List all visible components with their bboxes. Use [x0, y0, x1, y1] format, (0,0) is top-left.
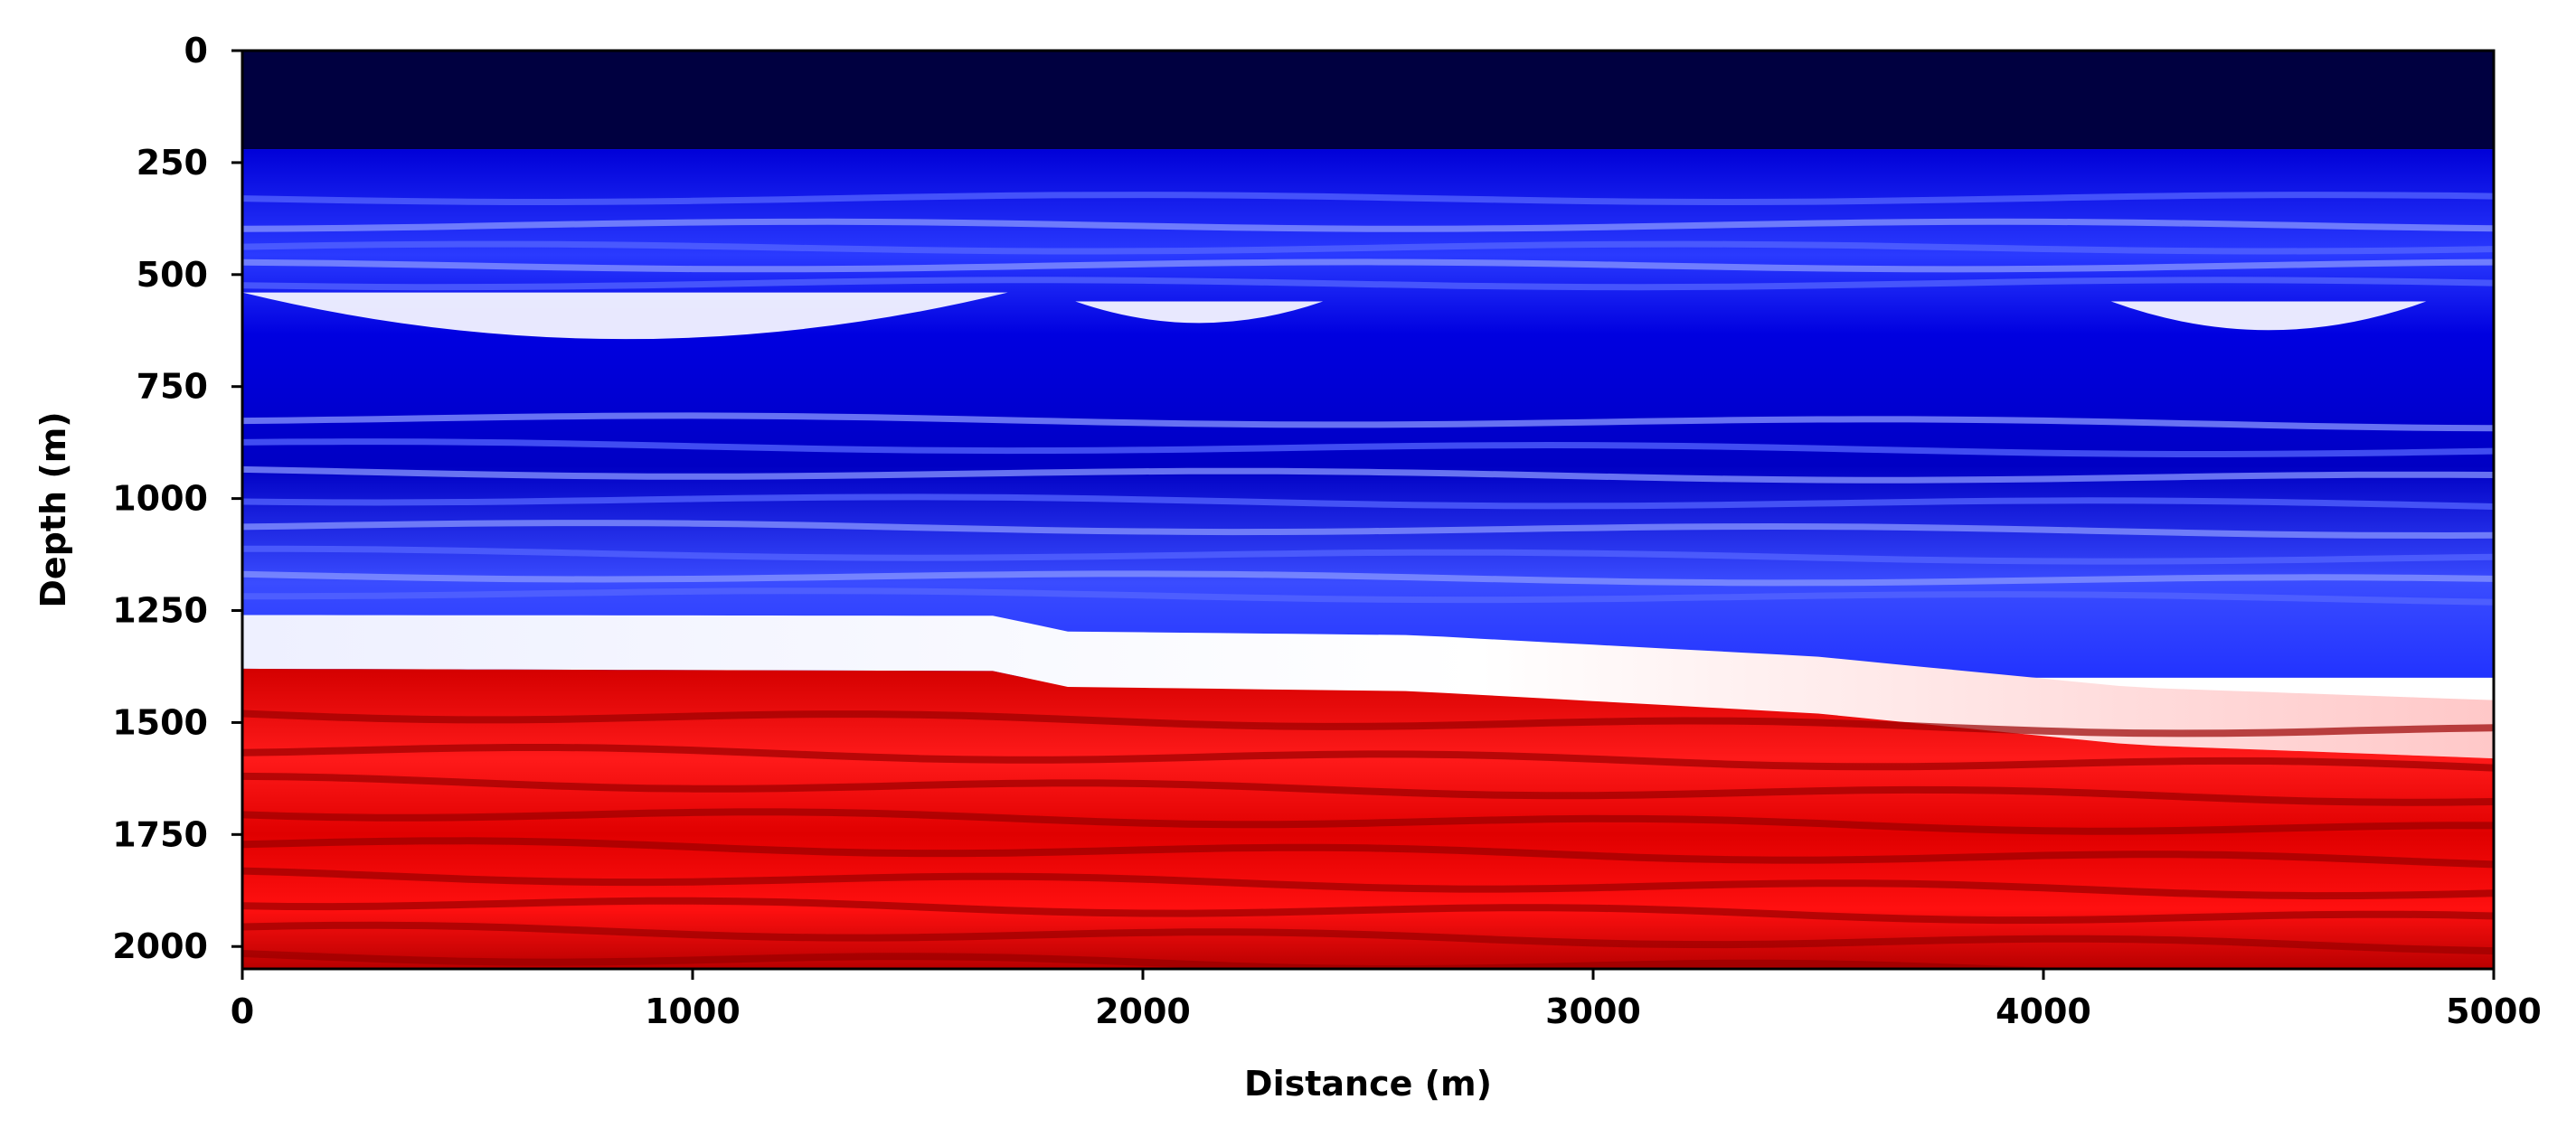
layer-water	[242, 51, 2494, 150]
y-tick-label: 750	[137, 367, 208, 407]
red-reflector-stripe	[242, 709, 2494, 738]
blue-reflector-stripe	[242, 545, 2494, 565]
y-axis-label: Depth (m)	[33, 411, 73, 607]
white-lens	[2110, 301, 2427, 331]
white-lens	[242, 292, 1008, 340]
reflector-stripes	[242, 192, 2494, 969]
plot-area	[242, 51, 2494, 969]
blue-reflector-stripe	[242, 277, 2494, 291]
blue-reflector-stripe	[242, 493, 2494, 510]
x-tick-label: 4000	[1996, 991, 2091, 1031]
y-tick-label: 1750	[112, 814, 208, 854]
blue-reflector-stripe	[242, 218, 2494, 232]
blue-reflector-stripe	[242, 192, 2494, 206]
white-lens	[1075, 301, 1324, 324]
y-axis-ticks: 0 250 500 750 1000 1250 1500 1750 2000	[112, 31, 242, 966]
x-axis-label: Distance (m)	[1244, 1064, 1492, 1104]
blue-reflector-stripe	[242, 587, 2494, 606]
x-tick-label: 3000	[1545, 991, 1641, 1031]
red-reflector-stripe	[242, 921, 2494, 955]
x-tick-label: 0	[231, 991, 254, 1031]
white-lenses	[242, 292, 2427, 340]
x-tick-label: 5000	[2446, 991, 2542, 1031]
red-reflector-stripe	[242, 897, 2494, 925]
red-reflector-stripe	[242, 837, 2494, 869]
y-tick-label: 2000	[112, 926, 208, 966]
blue-reflector-stripe	[242, 258, 2494, 273]
x-axis-ticks: 0 1000 2000 3000 4000 5000	[231, 969, 2542, 1031]
red-reflector-stripe	[242, 867, 2494, 900]
blue-reflector-stripe	[242, 240, 2494, 255]
x-tick-label: 2000	[1095, 991, 1191, 1031]
red-reflector-stripe	[242, 744, 2494, 772]
blue-reflector-stripe	[242, 465, 2494, 484]
y-tick-label: 1250	[112, 591, 208, 631]
y-tick-label: 1500	[112, 702, 208, 742]
layer-red-sediment	[242, 668, 2494, 969]
layer-white-transition	[242, 615, 2494, 759]
blue-reflector-stripe	[242, 412, 2494, 432]
red-reflector-stripe	[242, 950, 2494, 969]
blue-reflector-stripe	[242, 520, 2494, 540]
x-tick-label: 1000	[645, 991, 741, 1031]
blue-reflector-stripe	[242, 438, 2494, 457]
y-tick-label: 500	[137, 255, 208, 295]
y-tick-label: 250	[137, 143, 208, 183]
red-reflector-stripe	[242, 772, 2494, 806]
blue-reflector-stripe	[242, 570, 2494, 587]
red-reflector-stripe	[242, 808, 2494, 835]
y-tick-label: 0	[184, 31, 208, 70]
plot-frame	[241, 49, 2496, 971]
y-tick-label: 1000	[112, 479, 208, 519]
